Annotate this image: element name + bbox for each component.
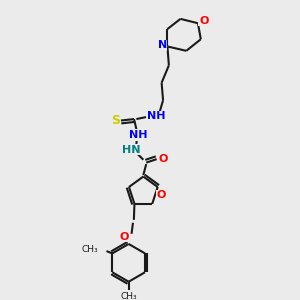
Text: NH: NH xyxy=(147,111,165,121)
Text: O: O xyxy=(157,190,166,200)
Text: O: O xyxy=(159,154,168,164)
Text: CH₃: CH₃ xyxy=(120,292,137,300)
Text: NH: NH xyxy=(129,130,148,140)
Text: CH₃: CH₃ xyxy=(82,245,98,254)
Text: N: N xyxy=(158,40,167,50)
Text: O: O xyxy=(120,232,129,242)
Text: S: S xyxy=(111,114,120,127)
Text: O: O xyxy=(199,16,208,26)
Text: HN: HN xyxy=(122,145,141,154)
